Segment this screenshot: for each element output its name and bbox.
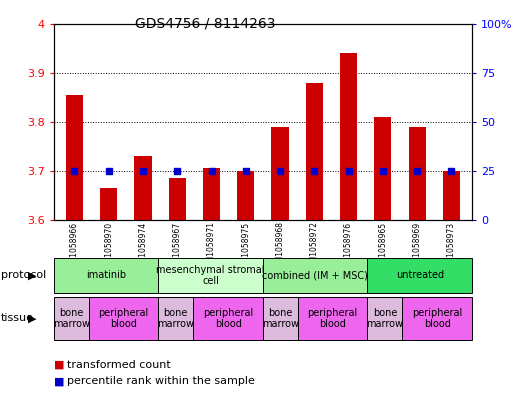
- Bar: [169, 178, 186, 220]
- Text: bone
marrow: bone marrow: [53, 308, 90, 329]
- Text: untreated: untreated: [396, 270, 444, 281]
- Text: transformed count: transformed count: [67, 360, 170, 370]
- Text: GDS4756 / 8114263: GDS4756 / 8114263: [135, 17, 275, 31]
- Text: mesenchymal stromal
cell: mesenchymal stromal cell: [156, 265, 265, 286]
- FancyBboxPatch shape: [159, 258, 263, 293]
- Text: bone
marrow: bone marrow: [366, 308, 403, 329]
- Text: percentile rank within the sample: percentile rank within the sample: [67, 376, 254, 386]
- Point: [413, 168, 421, 174]
- Bar: [374, 117, 391, 220]
- Text: ■: ■: [54, 360, 64, 370]
- Text: ▶: ▶: [28, 313, 36, 323]
- Text: bone
marrow: bone marrow: [262, 308, 299, 329]
- Point: [173, 168, 181, 174]
- Point: [139, 168, 147, 174]
- FancyBboxPatch shape: [367, 297, 402, 340]
- Text: ▶: ▶: [28, 270, 36, 281]
- Point: [105, 168, 113, 174]
- Text: bone
marrow: bone marrow: [157, 308, 194, 329]
- Point: [379, 168, 387, 174]
- FancyBboxPatch shape: [193, 297, 263, 340]
- FancyBboxPatch shape: [263, 258, 367, 293]
- FancyBboxPatch shape: [263, 297, 298, 340]
- FancyBboxPatch shape: [89, 297, 159, 340]
- Bar: [306, 83, 323, 220]
- FancyBboxPatch shape: [367, 258, 472, 293]
- Text: tissue: tissue: [1, 313, 34, 323]
- Point: [447, 168, 456, 174]
- Point: [276, 168, 284, 174]
- Point: [310, 168, 319, 174]
- Text: peripheral
blood: peripheral blood: [203, 308, 253, 329]
- Bar: [443, 171, 460, 220]
- Bar: [237, 171, 254, 220]
- Point: [207, 168, 215, 174]
- Text: ■: ■: [54, 376, 64, 386]
- FancyBboxPatch shape: [159, 297, 193, 340]
- FancyBboxPatch shape: [54, 297, 89, 340]
- Text: peripheral
blood: peripheral blood: [412, 308, 462, 329]
- Text: protocol: protocol: [1, 270, 46, 281]
- Bar: [340, 53, 357, 220]
- Bar: [408, 127, 426, 220]
- Bar: [100, 188, 117, 220]
- Text: peripheral
blood: peripheral blood: [98, 308, 149, 329]
- Point: [345, 168, 353, 174]
- FancyBboxPatch shape: [298, 297, 367, 340]
- Text: combined (IM + MSC): combined (IM + MSC): [262, 270, 368, 281]
- FancyBboxPatch shape: [54, 258, 159, 293]
- Point: [70, 168, 78, 174]
- Bar: [203, 169, 220, 220]
- Point: [242, 168, 250, 174]
- FancyBboxPatch shape: [402, 297, 472, 340]
- Bar: [66, 95, 83, 220]
- Text: imatinib: imatinib: [86, 270, 126, 281]
- Text: peripheral
blood: peripheral blood: [307, 308, 358, 329]
- Bar: [134, 156, 151, 220]
- Bar: [271, 127, 289, 220]
